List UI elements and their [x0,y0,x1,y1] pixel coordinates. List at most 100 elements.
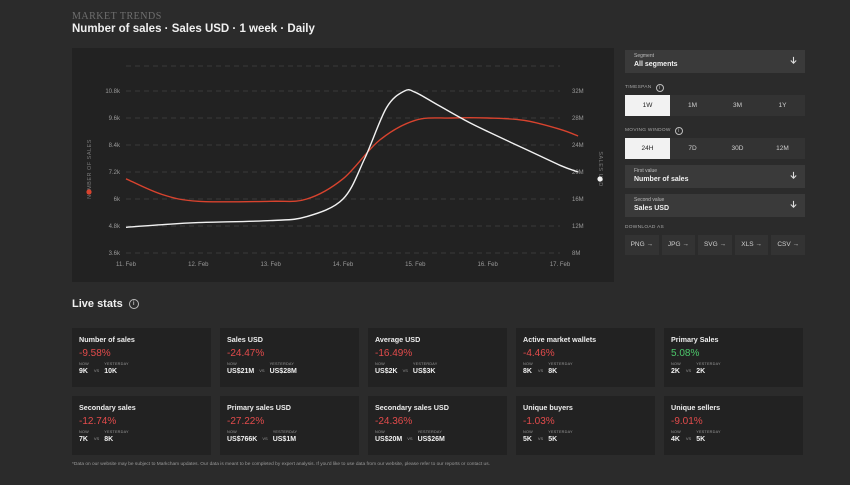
download-png-button[interactable]: PNG → [625,235,659,255]
first-value-select[interactable]: First value Number of sales [625,165,805,188]
timespan-option[interactable]: 1M [687,102,698,109]
stat-change: -1.03% [523,416,555,427]
yesterday-value: 10K [104,368,118,375]
left-axis-title: NUMBER OF SALES [87,139,93,199]
stat-comparison: NOW US$766K VS YESTERDAY US$1M [227,430,352,443]
stat-comparison: NOW 9K VS YESTERDAY 10K [79,362,204,375]
stat-card: Average USD -16.49% NOW US$2K VS YESTERDAY US$… [368,328,507,387]
second-value-select[interactable]: Second value Sales USD [625,194,805,217]
stat-change: -16.49% [375,348,413,359]
yesterday-label: YESTERDAY [272,430,298,434]
stat-card: Secondary sales -12.74% NOW 7K VS YESTERDAY 8K [72,396,211,455]
stat-change: -4.46% [523,348,555,359]
x-tick-label: 14. Feb [333,262,354,268]
right-tick-label: 12M [572,224,584,230]
download-jpg-button[interactable]: JPG → [661,235,696,255]
left-tick-label: 8.4k [109,143,121,149]
right-tick-label: 20M [572,170,584,176]
right-tick-label: 28M [572,116,584,122]
now-label: NOW [375,362,385,366]
stat-comparison: NOW US$21M VS YESTERDAY US$28M [227,362,352,375]
yesterday-label: YESTERDAY [696,430,721,434]
now-label: NOW [523,430,533,434]
right-axis-title: SALES USD [597,151,603,186]
x-tick-label: 17. Feb [550,262,571,268]
info-icon[interactable]: i [674,126,683,135]
moving-window-option[interactable]: 7D [688,145,697,152]
yesterday-value: 2K [696,368,706,375]
stat-comparison: NOW 7K VS YESTERDAY 8K [79,430,204,443]
info-icon[interactable]: i [128,299,139,309]
timespan-option[interactable]: 3M [732,102,743,109]
timespan-option[interactable]: 1W [625,95,670,116]
page-eyebrow: MARKET TRENDS [72,11,162,22]
yesterday-label: YESTERDAY [412,362,438,366]
stat-name: Number of sales [79,335,135,344]
chart-controls: Segment All segments TIMESPAN i 1W 1M 3M… [625,50,805,255]
arrow-right-icon: → [755,241,762,248]
now-value: 7K [79,436,88,443]
now-label: NOW [523,362,533,366]
now-value: US$766K [227,436,258,443]
info-icon[interactable]: i [655,83,664,92]
arrow-right-icon: → [719,241,727,248]
now-value: US$20M [375,436,403,443]
arrow-right-icon: → [682,241,689,248]
stat-change: -24.47% [227,348,265,359]
yesterday-label: YESTERDAY [104,430,129,434]
stat-change: -9.58% [79,348,111,359]
right-tick-label: 8M [572,251,580,257]
chevron-down-icon [789,200,798,211]
yesterday-label: YESTERDAY [417,430,443,434]
download-xls-button[interactable]: XLS → [734,235,769,255]
vs-label: VS [537,368,544,373]
download-csv-button[interactable]: CSV → [771,235,805,255]
vs-label: VS [537,436,544,441]
stat-comparison: NOW 4K VS YESTERDAY 5K [671,430,796,443]
timespan-label: TIMESPAN i [625,83,805,92]
first-value-label: First value [634,168,658,174]
left-tick-label: 10.8k [105,89,121,95]
yesterday-value: 5K [696,436,706,443]
moving-window-option[interactable]: 12M [776,145,789,152]
moving-window-option[interactable]: 24H [625,138,670,159]
stat-change: -27.22% [227,416,265,427]
x-tick-label: 16. Feb [477,262,498,268]
x-tick-label: 12. Feb [188,262,209,268]
moving-window-toggle: 24H 7D 30D 12M [625,138,805,159]
now-label: NOW [227,362,237,366]
stat-name: Primary Sales [671,335,719,344]
moving-window-label: MOVING WINDOW i [625,126,805,135]
now-label: NOW [671,362,681,366]
vs-label: VS [402,368,408,373]
yesterday-value: US$26M [417,436,445,443]
moving-window-option[interactable]: 30D [731,145,744,152]
vs-label: VS [685,436,692,441]
segment-label: Segment [634,53,655,59]
right-axis-series-dot [597,176,603,182]
yesterday-value: 8K [104,436,114,443]
x-tick-label: 15. Feb [405,262,426,268]
live-stats-heading: Live stats i [72,298,139,310]
second-value-value: Sales USD [634,205,670,212]
timespan-option[interactable]: 1Y [778,102,787,109]
download-svg-button[interactable]: SVG → [698,235,732,255]
vs-label: VS [93,368,100,373]
stat-change: -12.74% [79,416,117,427]
right-tick-label: 32M [572,89,584,95]
right-tick-label: 16M [572,197,584,203]
stat-card: Unique buyers -1.03% NOW 5K VS YESTERDAY 5K [516,396,655,455]
segment-select[interactable]: Segment All segments [625,50,805,73]
yesterday-value: US$1M [272,436,297,443]
stat-comparison: NOW US$2K VS YESTERDAY US$3K [375,362,500,375]
now-value: 2K [671,368,680,375]
now-value: 4K [671,436,680,443]
yesterday-value: US$3K [412,368,436,375]
x-tick-label: 11. Feb [116,262,137,268]
stat-card: Secondary sales USD -24.36% NOW US$20M VS YES… [368,396,507,455]
now-value: US$21M [227,368,255,375]
stat-comparison: NOW US$20M VS YESTERDAY US$26M [375,430,500,443]
stat-card: Active market wallets -4.46% NOW 8K VS YESTER… [516,328,655,387]
stat-comparison: NOW 2K VS YESTERDAY 2K [671,362,796,375]
x-tick-label: 13. Feb [260,262,281,268]
